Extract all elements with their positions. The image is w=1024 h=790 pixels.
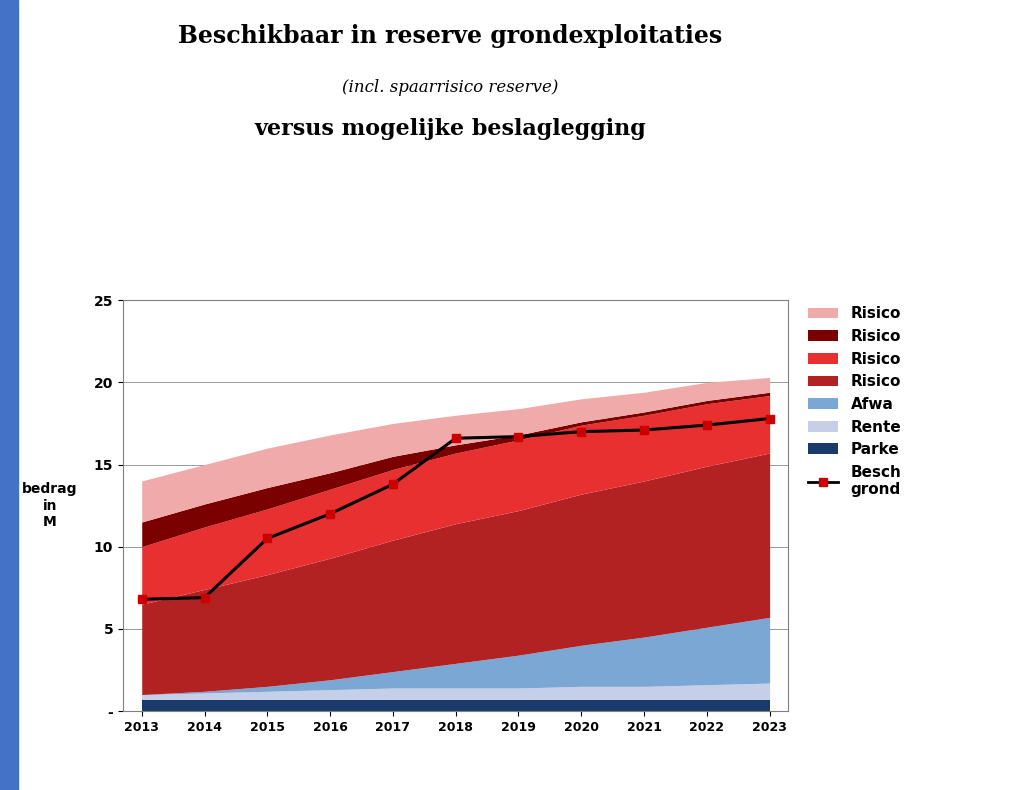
Legend: Risico, Risico, Risico, Risico, Afwa, Rente, Parke, Besch
grond: Risico, Risico, Risico, Risico, Afwa, Re… [802,300,907,503]
Text: bedrag
in
M: bedrag in M [22,483,78,529]
Text: versus mogelijke beslaglegging: versus mogelijke beslaglegging [255,118,646,141]
Text: Beschikbaar in reserve grondexploitaties: Beschikbaar in reserve grondexploitaties [178,24,723,47]
Text: (incl. spaarrisico reserve): (incl. spaarrisico reserve) [342,79,559,96]
